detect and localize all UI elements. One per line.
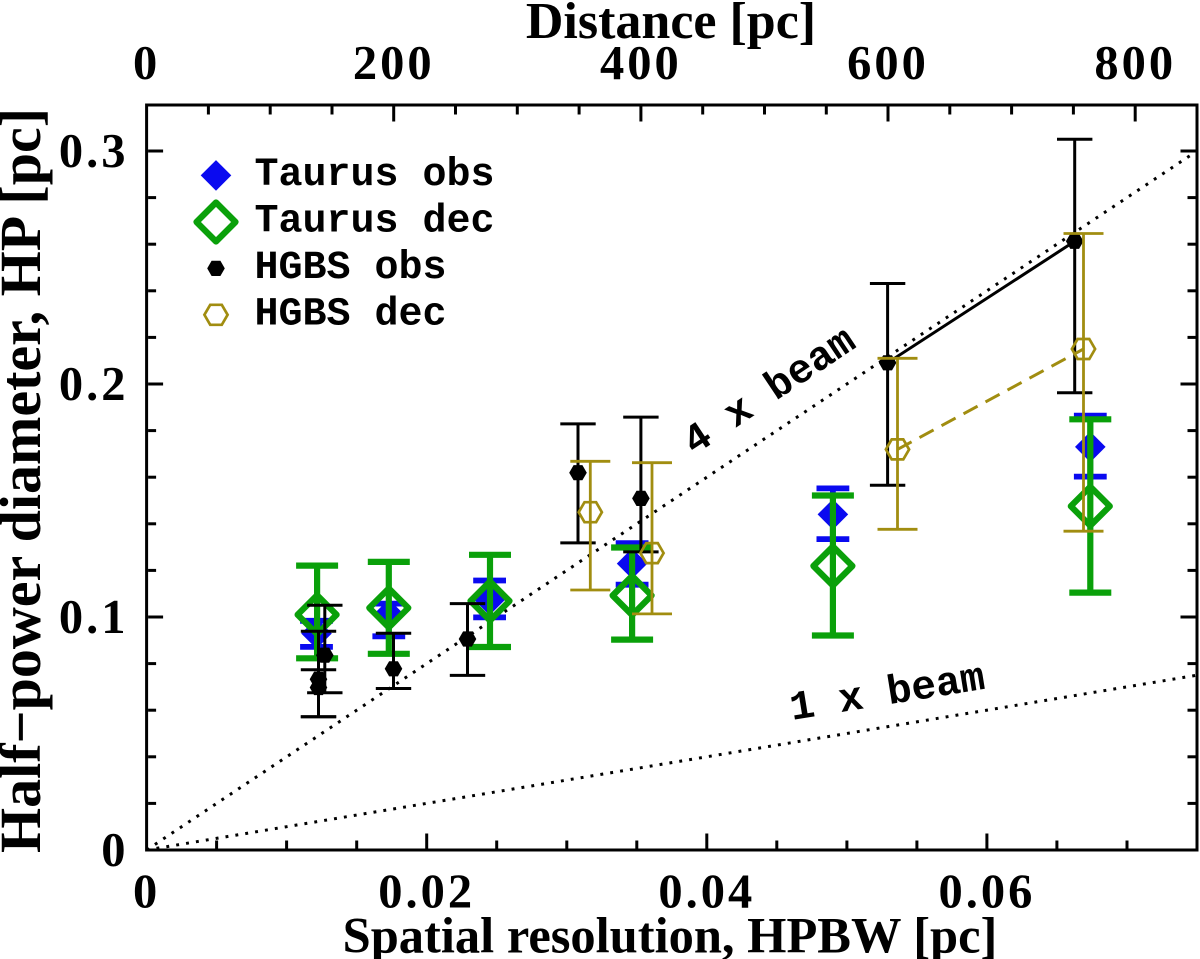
- svg-text:200: 200: [353, 37, 435, 90]
- svg-text:0.06: 0.06: [938, 866, 1035, 919]
- svg-text:0: 0: [133, 37, 160, 90]
- svg-text:HGBS obs: HGBS obs: [255, 246, 447, 291]
- svg-text:Taurus obs: Taurus obs: [255, 153, 495, 198]
- svg-text:0: 0: [101, 824, 128, 877]
- svg-text:Distance [pc]: Distance [pc]: [526, 0, 816, 50]
- svg-text:0.02: 0.02: [378, 866, 475, 919]
- svg-text:0: 0: [133, 866, 160, 919]
- svg-text:Spatial resolution, HPBW [pc]: Spatial resolution, HPBW [pc]: [343, 908, 998, 959]
- svg-text:0.1: 0.1: [59, 591, 129, 644]
- svg-text:0.2: 0.2: [59, 358, 129, 411]
- svg-text:600: 600: [847, 37, 929, 90]
- svg-text:Taurus dec: Taurus dec: [255, 200, 495, 245]
- svg-text:1 x beam: 1 x beam: [787, 656, 989, 733]
- svg-text:HGBS dec: HGBS dec: [255, 292, 447, 337]
- svg-text:0.04: 0.04: [658, 866, 755, 919]
- svg-text:800: 800: [1094, 37, 1176, 90]
- svg-text:400: 400: [600, 37, 682, 90]
- svg-text:Half−power diameter, HP [pc]: Half−power diameter, HP [pc]: [0, 108, 53, 853]
- svg-text:0.3: 0.3: [59, 125, 129, 178]
- svg-text:4 x beam: 4 x beam: [676, 319, 865, 466]
